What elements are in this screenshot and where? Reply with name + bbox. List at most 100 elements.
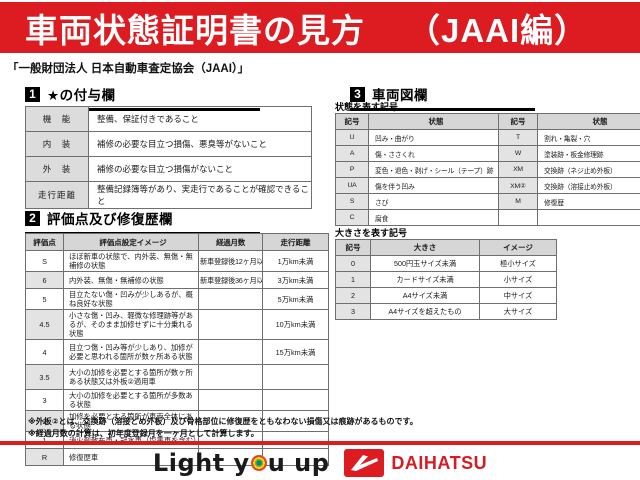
symbol: W (498, 145, 538, 162)
symbol-desc: 傷・ささくれ (368, 145, 499, 162)
rainbow-ring-icon (250, 455, 267, 471)
size-desc: カードサイズ未満 (370, 271, 480, 288)
table-row: 6 内外装、無傷・無補修の状態 新車登録後36ヶ月以内 3万km未満 (25, 271, 329, 289)
slogan-text-right: u up (267, 449, 330, 477)
organization-subtitle: 「一般財団法人 日本自動車査定協会（JAAI）」 (7, 63, 250, 75)
eval-point: 4 (25, 339, 64, 365)
table-row: 走行距離 整備記録簿等があり、実走行であることが確認できること (25, 181, 312, 209)
eval-desc: 目立つ傷・凹み等が少しあり、加修が必要と思われる箇所が数ヶ所ある状態 (63, 339, 199, 365)
eval-months: 新車登録後12ヶ月以内 (198, 250, 263, 272)
symbol-desc: 交換跡（溶接止め外板） (537, 177, 640, 194)
eval-distance: 1万km未満 (262, 250, 329, 272)
symbol: XM (498, 161, 538, 178)
symbol: A (335, 145, 369, 162)
symbol (498, 209, 538, 226)
section3-number-badge: 3 (350, 86, 365, 102)
criteria-label: 内 装 (25, 131, 89, 157)
daihatsu-d-mark-icon (344, 449, 385, 477)
symbol-desc: 交換跡（ネジ止め外板） (537, 161, 640, 178)
section2-title: 評価点及び修復歴欄 (47, 212, 173, 227)
daihatsu-wordmark: DAIHATSU (391, 452, 488, 473)
symbol: T (498, 129, 538, 146)
section3-title: 車両図欄 (372, 88, 428, 103)
daihatsu-logo: DAIHATSU (344, 449, 487, 477)
eval-distance: 5万km未満 (262, 288, 329, 310)
symbol-desc: 凹み・曲がり (368, 129, 499, 146)
size-desc: A4サイズ未満 (370, 287, 480, 304)
column-header: 状態 (537, 113, 640, 130)
column-header: 評価点 (25, 233, 64, 251)
criteria-desc: 整備、保証付きであること (88, 106, 312, 132)
column-header: イメージ (479, 239, 557, 256)
section1-title: ★の付与欄 (47, 88, 116, 103)
size-symbols-table: 記号 大きさ イメージ 0 500円玉サイズ未満 極小サイズ 1 カードサイズ未… (335, 239, 557, 320)
table-row: S さび M 修復歴 (335, 193, 640, 210)
eval-point: 3 (25, 389, 64, 411)
column-header: 記号 (498, 113, 538, 130)
eval-desc: 大小の加修を必要とする箇所が数ヶ所ある状態又は外板②適用車 (63, 364, 199, 390)
star-criteria-table: 機 能 整備、保証付きであること 内 装 補修の必要な目立つ損傷、悪臭等がないこ… (25, 106, 312, 209)
eval-desc: 大小の加修を必要とする箇所が多数ある状態 (63, 389, 199, 411)
size-image: 大サイズ (479, 303, 557, 320)
table-row: 3.5 大小の加修を必要とする箇所が数ヶ所ある状態又は外板②適用車 (25, 364, 329, 390)
eval-months (198, 288, 263, 310)
eval-point: 6 (25, 271, 64, 289)
footnote-line: ※経過月数の計算は、初年度登録月を一ヶ月として計算します。 (28, 428, 259, 438)
symbol: 2 (335, 287, 371, 304)
eval-point: 5 (25, 288, 64, 310)
eval-months (198, 339, 263, 365)
eval-distance: 3万km未満 (262, 271, 329, 289)
title-banner: 車両状態証明書の見方 （JAAI編） (0, 2, 640, 53)
symbol: P (335, 161, 369, 178)
eval-distance (262, 389, 329, 411)
size-table-caption: 大きさを表す記号 (335, 228, 408, 238)
footnotes: ※外板②とは、交換跡（溶接どめ外板）及び骨格部位に修復歴をともなわない損傷又は痕… (28, 416, 418, 439)
size-image: 小サイズ (479, 271, 557, 288)
column-header: 評価点設定イメージ (63, 233, 199, 251)
condition-symbols-table: 記号 状態 記号 状態 U 凹み・曲がり T 割れ・亀裂・穴 A 傷・ささくれ … (335, 113, 640, 226)
criteria-desc: 補修の必要な目立つ損傷がないこと (88, 156, 312, 182)
table-row: 4 目立つ傷・凹み等が少しあり、加修が必要と思われる箇所が数ヶ所ある状態 15万… (25, 339, 329, 365)
evaluation-points-table: 評価点 評価点設定イメージ 経過月数 走行距離 S ほぼ新車の状態で、内外装、無… (25, 233, 329, 466)
table-row: 機 能 整備、保証付きであること (25, 106, 312, 132)
footer: Light y u up DAIHATSU (0, 447, 640, 479)
table-row: P 変色・退色・剥げ・シール（テープ）跡 XM 交換跡（ネジ止め外板） (335, 161, 640, 178)
eval-months (198, 364, 263, 390)
table-row: C 腐食 (335, 209, 640, 226)
eval-point: 3.5 (25, 364, 64, 390)
page-title-suffix: （JAAI編） (407, 11, 589, 49)
column-header: 記号 (335, 113, 369, 130)
symbol: U (335, 129, 369, 146)
symbol: 1 (335, 271, 371, 288)
eval-desc: ほぼ新車の状態で、内外装、無傷・無補修の状態 (63, 250, 199, 272)
column-header: 走行距離 (262, 233, 329, 251)
size-desc: 500円玉サイズ未満 (370, 255, 480, 272)
eval-distance: 10万km未満 (262, 309, 329, 340)
eval-months: 新車登録後36ヶ月以内 (198, 271, 263, 289)
symbol: M (498, 193, 538, 210)
symbol-desc: 傷を伴う凹み (368, 177, 499, 194)
column-header: 大きさ (370, 239, 480, 256)
symbol-desc (537, 209, 640, 226)
eval-months (198, 309, 263, 340)
table-row: R 修復歴車 (25, 448, 329, 466)
light-you-up-logo: Light y u up (153, 449, 329, 477)
page-title: 車両状態証明書の見方 (25, 11, 365, 49)
table-row: 外 装 補修の必要な目立つ損傷がないこと (25, 156, 312, 182)
criteria-desc: 整備記録簿等があり、実走行であることが確認できること (88, 181, 312, 209)
criteria-label: 外 装 (25, 156, 89, 182)
table-row: 1 カードサイズ未満 小サイズ (335, 271, 557, 288)
table-row: 3 A4サイズを超えたもの 大サイズ (335, 303, 557, 320)
table-row: 5 目立たない傷・凹みが少しあるが、概ね良好な状態 5万km未満 (25, 288, 329, 310)
eval-desc: 内外装、無傷・無補修の状態 (63, 271, 199, 289)
table-row: U 凹み・曲がり T 割れ・亀裂・穴 (335, 129, 640, 146)
table-row: 4.5 小さな傷・凹み、軽微な修理跡等があるが、そのまま加修せずに十分乗れる状態… (25, 309, 329, 340)
eval-desc: 小さな傷・凹み、軽微な修理跡等があるが、そのまま加修せずに十分乗れる状態 (63, 309, 199, 340)
eval-distance (262, 364, 329, 390)
size-desc: A4サイズを超えたもの (370, 303, 480, 320)
table-row: UA 傷を伴う凹み XM② 交換跡（溶接止め外板） (335, 177, 640, 194)
table-header-row: 記号 状態 記号 状態 (335, 113, 640, 130)
symbol-desc: 腐食 (368, 209, 499, 226)
column-header: 記号 (335, 239, 371, 256)
